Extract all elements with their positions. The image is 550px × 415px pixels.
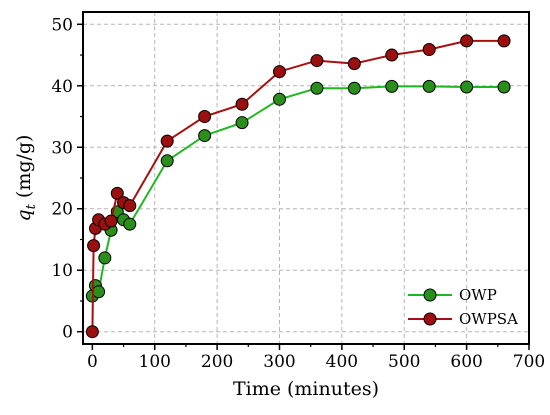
y-axis-unit: (mg/g)	[13, 135, 35, 199]
data-point	[310, 81, 324, 95]
data-point	[385, 79, 399, 93]
y-tick-label: 30	[51, 138, 73, 158]
axes: 0 100 200 300 400 500 600 700 0 10 20 30 40 50	[51, 15, 545, 372]
series-line-owp	[91, 85, 504, 297]
x-tick-label: 600	[450, 352, 482, 372]
x-tick-label: 300	[263, 352, 295, 372]
data-point	[347, 81, 361, 95]
x-tick-label: 200	[201, 352, 233, 372]
x-tick-label: 500	[388, 352, 420, 372]
data-point	[235, 97, 249, 111]
legend: OWP OWPSA	[408, 286, 518, 328]
data-point	[198, 129, 212, 143]
data-point	[272, 65, 286, 79]
data-point	[160, 134, 174, 148]
series-owp	[85, 79, 511, 303]
data-point	[497, 80, 511, 94]
data-point	[272, 92, 286, 106]
x-axis-title: Time (minutes)	[233, 378, 379, 400]
legend-marker	[423, 288, 437, 302]
data-point	[98, 251, 112, 265]
data-point	[123, 199, 137, 213]
legend-entry-owpsa: OWPSA	[408, 310, 518, 328]
y-axis-variable: q	[13, 209, 35, 221]
x-tick-label: 0	[87, 352, 98, 372]
data-point	[422, 79, 436, 93]
x-tick-label: 400	[326, 352, 358, 372]
plot-series	[85, 34, 511, 339]
data-point	[422, 43, 436, 57]
y-tick-label: 50	[51, 15, 73, 35]
data-point	[385, 48, 399, 62]
series-line-owpsa	[91, 39, 504, 332]
data-point	[347, 57, 361, 71]
data-point	[235, 116, 249, 130]
data-point	[92, 285, 106, 299]
legend-label: OWPSA	[459, 310, 518, 328]
data-point	[198, 110, 212, 124]
series-owpsa	[85, 34, 511, 339]
data-point	[85, 325, 99, 339]
y-tick-label: 40	[51, 77, 73, 97]
data-point	[87, 239, 101, 253]
legend-entry-owp: OWP	[408, 286, 497, 304]
legend-marker	[423, 312, 437, 326]
y-tick-label: 20	[51, 200, 73, 220]
y-tick-label: 10	[51, 261, 73, 281]
data-point	[497, 34, 511, 48]
y-axis-subscript: t	[24, 203, 39, 209]
data-point	[460, 34, 474, 48]
legend-label: OWP	[459, 286, 497, 304]
y-tick-label: 0	[62, 323, 73, 343]
data-point	[104, 214, 118, 228]
data-point	[160, 154, 174, 168]
y-axis-title: qt (mg/g)	[13, 135, 39, 222]
data-point	[110, 186, 124, 200]
grid-lines	[83, 12, 529, 344]
data-point	[310, 54, 324, 68]
x-tick-label: 100	[139, 352, 171, 372]
data-point	[123, 217, 137, 231]
x-tick-label: 700	[513, 352, 545, 372]
data-point	[460, 80, 474, 94]
